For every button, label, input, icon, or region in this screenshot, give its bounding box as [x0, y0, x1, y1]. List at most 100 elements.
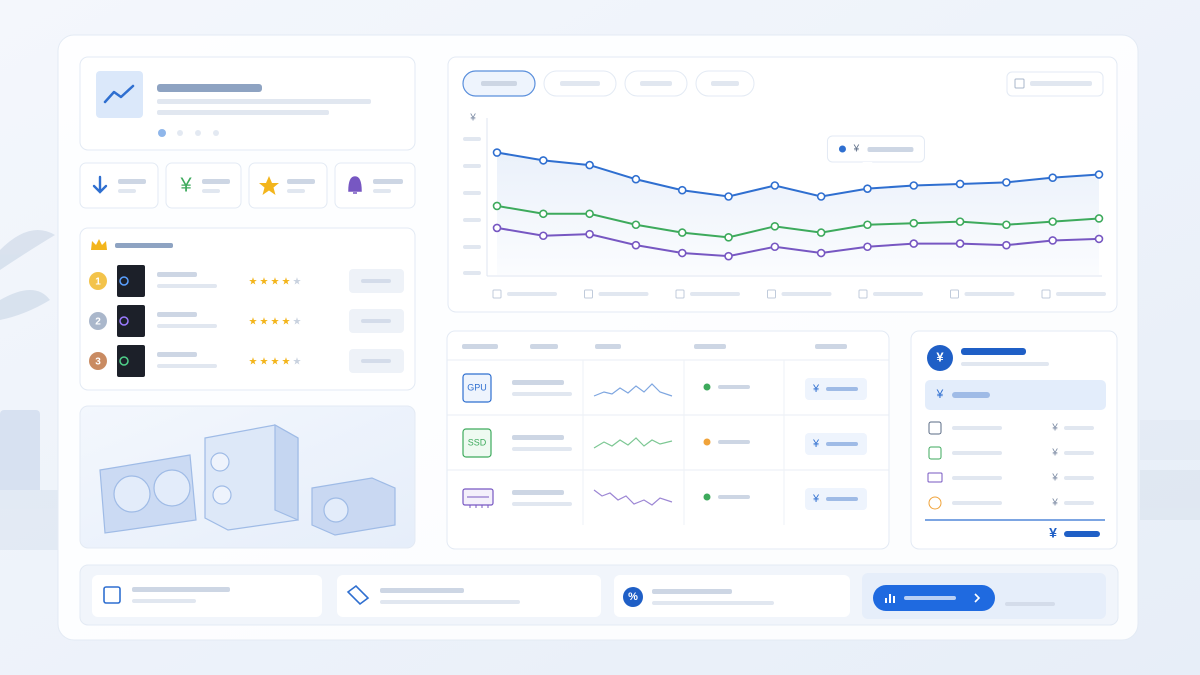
- data-point: [955, 217, 965, 226]
- ui-circle: [927, 345, 953, 371]
- chip-label: SSD: [468, 437, 487, 447]
- ui-rect: [380, 588, 464, 593]
- star: ★: [282, 277, 291, 288]
- tooltip-unit: ¥: [853, 144, 860, 155]
- data-point: [1048, 173, 1057, 182]
- ui-circle: [703, 383, 711, 391]
- data-point: [816, 192, 826, 201]
- ui-rect: [118, 189, 136, 193]
- ui-path: [0, 290, 50, 320]
- data-point: [724, 251, 733, 261]
- ui-rect: [462, 428, 492, 458]
- data-point: [677, 228, 687, 237]
- ui-rect: [79, 162, 159, 209]
- ui-rect: [118, 179, 146, 184]
- ui-rect: [952, 501, 1002, 505]
- ui-polyline: [593, 437, 673, 449]
- ui-rect: [512, 435, 564, 440]
- data-point: [631, 240, 641, 250]
- data-point: [1094, 214, 1104, 223]
- series-line: [496, 151, 1100, 198]
- placeholder: [361, 359, 391, 363]
- ranking-card: 1 ★ ★ ★ ★ ★2 ★ ★ ★ ★ ★3 ★ ★ ★ ★ ★: [79, 227, 416, 391]
- ui-circle: [323, 497, 349, 523]
- ui-rect: [79, 227, 416, 391]
- date-icon: [767, 289, 776, 299]
- data-point: [585, 160, 594, 170]
- placeholder: [157, 284, 217, 288]
- ui-rect: [132, 587, 230, 592]
- ui-rect: [1140, 470, 1200, 520]
- ui-rect: [334, 162, 416, 209]
- ui-circle: [177, 130, 183, 136]
- star: ★: [260, 277, 269, 288]
- ui-rect: [614, 575, 850, 617]
- date-icon: [858, 289, 868, 299]
- date-placeholder: [507, 292, 557, 296]
- ui-rect: [952, 451, 1002, 455]
- pc-image: [117, 265, 145, 297]
- star: ★: [260, 317, 269, 328]
- ui-rect: [1064, 451, 1094, 455]
- data-point: [863, 220, 872, 230]
- ui-rect: [560, 81, 600, 86]
- ui-rect: [512, 490, 564, 495]
- pc-fan: [119, 356, 129, 366]
- placeholder: [361, 279, 391, 283]
- ui-rect: [157, 84, 262, 92]
- ui-rect: [595, 344, 621, 349]
- ui-rect: [1064, 531, 1100, 537]
- data-point: [585, 209, 594, 219]
- data-point: [955, 179, 965, 189]
- data-point: [863, 184, 872, 193]
- ui-rect: [512, 392, 572, 396]
- rank-number: 3: [95, 357, 101, 368]
- ui-rect: [463, 137, 481, 141]
- ui-rect: [512, 447, 572, 451]
- star: ★: [293, 317, 302, 328]
- ui-rect: [157, 110, 329, 115]
- ui-rect: [815, 344, 847, 349]
- ui-g: [463, 137, 481, 275]
- ui-rect: [952, 476, 1002, 480]
- data-point: [1002, 220, 1011, 230]
- data-point: [539, 231, 548, 241]
- ui-rect: [928, 421, 942, 435]
- ui-text: %: [628, 591, 638, 603]
- placeholder: [157, 272, 197, 277]
- price-symbol: ¥: [812, 383, 820, 395]
- ui-circle: [213, 130, 219, 136]
- date-placeholder: [964, 292, 1015, 296]
- date-placeholder: [781, 292, 832, 296]
- ui-rect: [718, 495, 750, 499]
- data-point: [677, 185, 687, 195]
- ui-rect: [103, 586, 121, 604]
- date-placeholder: [598, 292, 649, 296]
- data-point: [631, 174, 641, 184]
- data-point: [631, 220, 641, 230]
- ui-rect: [961, 362, 1049, 366]
- ui-circle: [928, 496, 942, 510]
- data-point: [816, 228, 826, 237]
- stat-cards: ¥: [79, 162, 416, 209]
- item-symbol: ¥: [1051, 423, 1058, 434]
- item-symbol: ¥: [1051, 498, 1058, 509]
- ui-rect: [826, 442, 858, 446]
- ui-rect: [115, 243, 173, 248]
- rank-number: 1: [95, 277, 101, 288]
- star: ★: [282, 357, 291, 368]
- ui-rect: [928, 446, 942, 460]
- star: ★: [282, 317, 291, 328]
- date-icon: [1041, 289, 1051, 299]
- ui-circle: [153, 469, 191, 507]
- ui-rect: [640, 81, 672, 86]
- data-point: [1048, 236, 1057, 245]
- ui-path: [467, 496, 489, 508]
- ui-rect: [961, 348, 1026, 355]
- tooltip-dot: [838, 145, 846, 153]
- decor: [0, 230, 1200, 550]
- ui-circle: [158, 129, 166, 137]
- ui-rect: [1014, 78, 1025, 89]
- price-symbol: ¥: [812, 438, 820, 450]
- series-line: [496, 204, 1100, 239]
